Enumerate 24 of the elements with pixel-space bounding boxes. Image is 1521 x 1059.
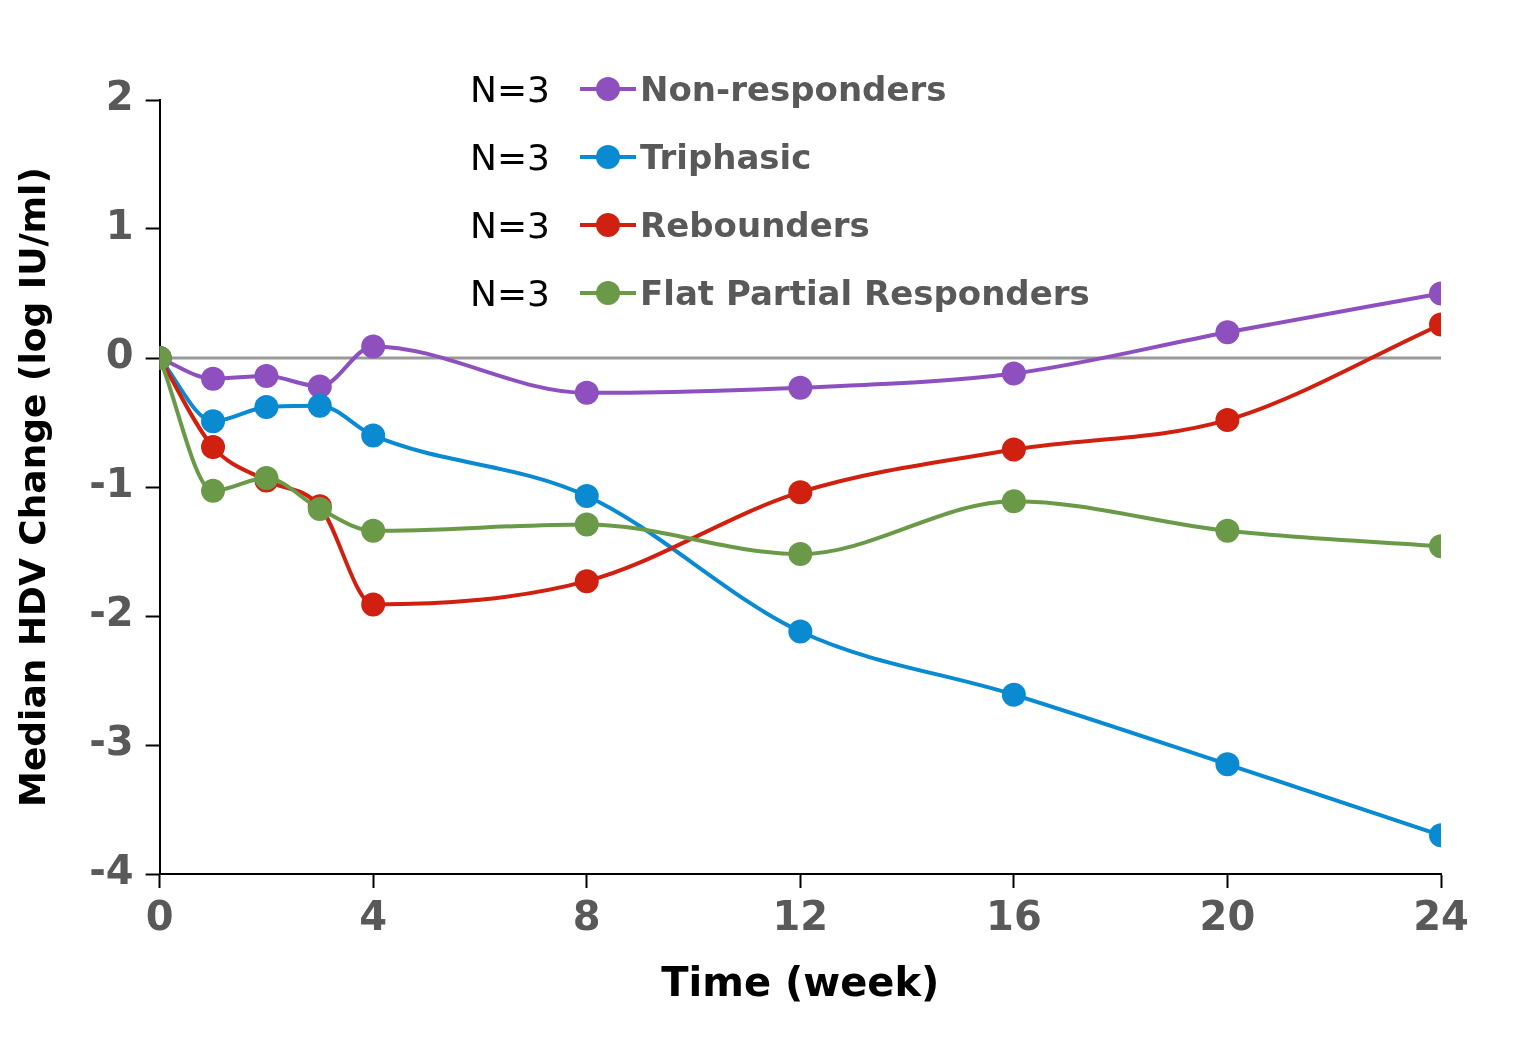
x-tick-label: 4 [359,893,388,940]
y-tick-label: 0 [105,331,134,378]
y-tick-label: -1 [89,460,134,507]
annotation: N=3 [470,136,551,178]
x-tick-label: 24 [1413,893,1469,940]
x-tick-label: 16 [986,893,1042,940]
y-axis-title: Median HDV Change (log IU/ml) [11,167,53,807]
annotation: N=3 [470,68,551,110]
y-tick-label: 1 [105,202,134,249]
legend-label: Triphasic [640,137,812,177]
x-tick-label: 20 [1199,893,1256,940]
x-tick-label: 8 [572,893,601,940]
legend-label: Rebounders [640,205,870,245]
y-tick-label: -3 [89,718,134,765]
x-tick-label: 0 [145,893,174,940]
y-tick-label: -2 [89,589,134,636]
y-tick-label: 2 [105,73,134,120]
annotation: N=3 [470,272,551,314]
y-tick-label: -4 [89,847,134,894]
legend-label: Flat Partial Responders [640,273,1090,313]
x-axis-title: Time (week) [661,959,940,1006]
x-tick-label: 12 [772,893,829,940]
legend-label: Non-responders [640,69,947,109]
annotation: N=3 [470,204,551,246]
